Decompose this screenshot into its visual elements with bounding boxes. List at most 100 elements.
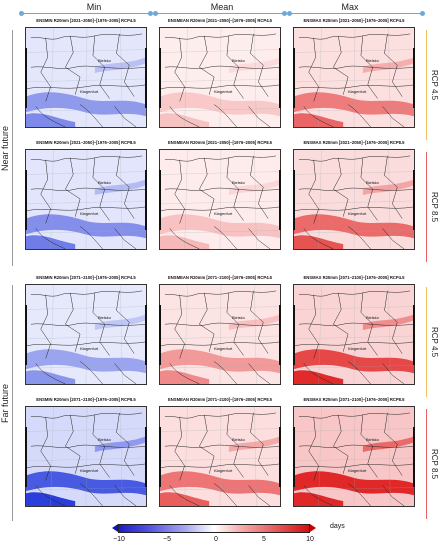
- city-label: Bielsko: [98, 436, 111, 442]
- map-area: Bielsko Kłagenfurt: [25, 149, 147, 250]
- panel-title: ENSMEAN R20mm [2021–2050]–[1976–2005] RC…: [167, 18, 273, 23]
- city-label: Bielsko: [366, 314, 379, 320]
- panel-edge-mark: [293, 170, 295, 230]
- map-area: Bielsko Kłagenfurt: [293, 149, 415, 250]
- panel-edge-mark: [25, 305, 27, 365]
- map-panel-4-mean: ENSMEAN R20mm [2071–2100]–[1976–2005] RC…: [156, 397, 284, 507]
- city-label: Kłagenfurt: [348, 89, 367, 95]
- panel-edge-mark: [25, 427, 27, 487]
- map-area: Bielsko Kłagenfurt: [293, 406, 415, 507]
- city-label: Bielsko: [98, 57, 111, 63]
- panel-edge-mark: [293, 427, 295, 487]
- colorbar: days −10 −5 0 5 10: [112, 523, 345, 543]
- city-label: Kłagenfurt: [214, 346, 233, 352]
- panel-edge-mark: [279, 305, 281, 365]
- panel-edge-mark: [413, 427, 415, 487]
- colorbar-tick: −5: [163, 536, 171, 543]
- map-area: Bielsko Kłagenfurt: [25, 27, 147, 128]
- map-panel-1-max: ENSMAX R20mm [2021–2050]–[1976–2005] RCP…: [290, 18, 418, 128]
- city-label: Bielsko: [98, 314, 111, 320]
- group-label-far-future: Far future: [0, 383, 10, 423]
- map-panel-1-mean: ENSMEAN R20mm [2021–2050]–[1976–2005] RC…: [156, 18, 284, 128]
- map-area: Bielsko Kłagenfurt: [159, 149, 281, 250]
- scenario-bar-3: [426, 287, 427, 397]
- panel-edge-mark: [279, 170, 281, 230]
- panel-title: ENSMIN R20mm [2021–2050]–[1976–2005] RCP…: [36, 140, 136, 145]
- panel-edge-mark: [293, 305, 295, 365]
- map-area: Bielsko Kłagenfurt: [159, 406, 281, 507]
- scenario-label-2: RCP 8.5: [430, 191, 439, 223]
- colorbar-unit: days: [330, 523, 345, 530]
- panel-title: ENSMIN R20mm [2071–2100]–[1976–2005] RCP…: [36, 397, 136, 402]
- map-panel-4-min: ENSMIN R20mm [2071–2100]–[1976–2005] RCP…: [22, 397, 150, 507]
- colorbar-tick: 0: [214, 536, 218, 543]
- panel-edge-mark: [293, 48, 295, 108]
- panel-edge-mark: [159, 305, 161, 365]
- map-area: Bielsko Kłagenfurt: [25, 406, 147, 507]
- map-panel-2-min: ENSMIN R20mm [2021–2050]–[1976–2005] RCP…: [22, 140, 150, 250]
- panel-edge-mark: [145, 427, 147, 487]
- panel-title: ENSMAX R20mm [2071–2100]–[1976–2005] RCP…: [303, 275, 405, 280]
- map-panel-3-max: ENSMAX R20mm [2071–2100]–[1976–2005] RCP…: [290, 275, 418, 385]
- map-panel-1-min: ENSMIN R20mm [2021–2050]–[1976–2005] RCP…: [22, 18, 150, 128]
- column-header-mean: Mean: [210, 2, 234, 12]
- panel-edge-mark: [413, 170, 415, 230]
- map-panel-3-min: ENSMIN R20mm [2071–2100]–[1976–2005] RCP…: [22, 275, 150, 385]
- city-label: Kłagenfurt: [214, 89, 233, 95]
- city-label: Kłagenfurt: [348, 468, 367, 474]
- city-label: Kłagenfurt: [214, 211, 233, 217]
- map-area: Bielsko Kłagenfurt: [159, 284, 281, 385]
- panel-edge-mark: [25, 170, 27, 230]
- panel-edge-mark: [159, 48, 161, 108]
- panel-edge-mark: [279, 427, 281, 487]
- panel-edge-mark: [145, 305, 147, 365]
- panel-edge-mark: [159, 427, 161, 487]
- colorbar-tick: 10: [306, 536, 314, 543]
- city-label: Kłagenfurt: [80, 89, 99, 95]
- city-label: Bielsko: [366, 179, 379, 185]
- map-area: Bielsko Kłagenfurt: [25, 284, 147, 385]
- city-label: Kłagenfurt: [214, 468, 233, 474]
- panel-title: ENSMAX R20mm [2071–2100]–[1976–2005] RCP…: [303, 397, 405, 402]
- panel-edge-mark: [25, 48, 27, 108]
- colorbar-tick: −10: [113, 536, 125, 543]
- panel-edge-mark: [145, 170, 147, 230]
- group-label-near-future: Near future: [0, 125, 10, 171]
- city-label: Bielsko: [232, 314, 245, 320]
- colorbar-tick: 5: [262, 536, 266, 543]
- panel-edge-mark: [279, 48, 281, 108]
- city-label: Kłagenfurt: [80, 211, 99, 217]
- city-label: Bielsko: [366, 57, 379, 63]
- colorbar-max-arrow: [310, 524, 316, 532]
- column-header-min: Min: [86, 2, 102, 12]
- city-label: Kłagenfurt: [80, 346, 99, 352]
- scenario-label-3: RCP 4.5: [430, 326, 439, 358]
- city-label: Kłagenfurt: [348, 346, 367, 352]
- panel-title: ENSMAX R20mm [2021–2050]–[1976–2005] RCP…: [303, 140, 405, 145]
- scenario-label-4: RCP 8.5: [430, 448, 439, 480]
- city-label: Bielsko: [232, 179, 245, 185]
- column-bracket-mean: [153, 11, 287, 16]
- city-label: Kłagenfurt: [348, 211, 367, 217]
- city-label: Bielsko: [232, 436, 245, 442]
- panel-title: ENSMEAN R20mm [2021–2050]–[1976–2005] RC…: [167, 140, 273, 145]
- map-area: Bielsko Kłagenfurt: [159, 27, 281, 128]
- panel-edge-mark: [413, 305, 415, 365]
- panel-title: ENSMIN R20mm [2071–2100]–[1976–2005] RCP…: [36, 275, 136, 280]
- map-panel-4-max: ENSMAX R20mm [2071–2100]–[1976–2005] RCP…: [290, 397, 418, 507]
- map-panel-2-max: ENSMAX R20mm [2021–2050]–[1976–2005] RCP…: [290, 140, 418, 250]
- city-label: Bielsko: [366, 436, 379, 442]
- scenario-bar-2: [426, 152, 427, 262]
- panel-edge-mark: [413, 48, 415, 108]
- city-label: Bielsko: [98, 179, 111, 185]
- group-bracket-near: [12, 30, 13, 266]
- scenario-bar-1: [426, 30, 427, 140]
- colorbar-gradient: [118, 524, 310, 533]
- group-bracket-far: [12, 285, 13, 521]
- map-area: Bielsko Kłagenfurt: [293, 284, 415, 385]
- scenario-bar-4: [426, 409, 427, 519]
- city-label: Kłagenfurt: [80, 468, 99, 474]
- colorbar-min-arrow: [112, 524, 118, 532]
- scenario-label-1: RCP 4.5: [430, 69, 439, 101]
- panel-title: ENSMIN R20mm [2021–2050]–[1976–2005] RCP…: [36, 18, 136, 23]
